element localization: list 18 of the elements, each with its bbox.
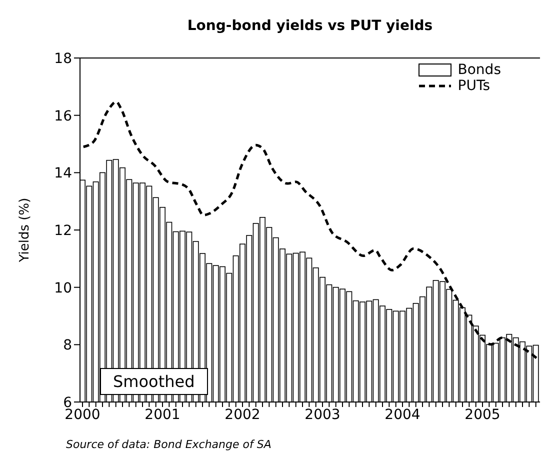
source-note: Source of data: Bond Exchange of SA	[66, 438, 272, 451]
y-tick-label: 16	[54, 108, 72, 124]
x-tick-label: 2005	[464, 406, 500, 423]
y-axis-title: Yields (%)	[18, 198, 33, 264]
y-tick-label: 18	[54, 50, 72, 67]
y-tick-label: 12	[54, 222, 72, 239]
x-tick-label: 2001	[144, 406, 180, 423]
x-tick-label: 2002	[224, 406, 260, 423]
y-tick-label: 8	[63, 338, 72, 354]
y-tick-label: 10	[54, 280, 72, 296]
x-tick-label: 2000	[64, 406, 100, 423]
annotation: Smoothed	[100, 368, 208, 395]
y-tick-label: 14	[54, 166, 72, 182]
legend-label: PUTs	[458, 78, 490, 94]
chart-title: Long-bond yields vs PUT yields	[186, 18, 434, 34]
x-tick-label: 2003	[304, 406, 340, 423]
legend-label: Bonds	[458, 62, 501, 78]
x-tick-label: 2004	[384, 406, 420, 423]
